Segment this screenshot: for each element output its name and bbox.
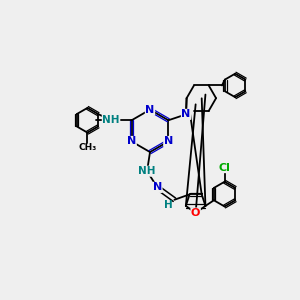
Text: Cl: Cl	[219, 163, 230, 172]
Text: H: H	[164, 200, 172, 210]
Text: O: O	[191, 208, 200, 218]
Text: N: N	[182, 110, 191, 119]
Text: CH₃: CH₃	[78, 143, 97, 152]
Text: N: N	[127, 136, 136, 146]
Text: NH: NH	[102, 115, 120, 125]
Text: N: N	[146, 105, 154, 115]
Text: N: N	[164, 136, 173, 146]
Text: NH: NH	[138, 166, 156, 176]
Text: N: N	[153, 182, 162, 192]
